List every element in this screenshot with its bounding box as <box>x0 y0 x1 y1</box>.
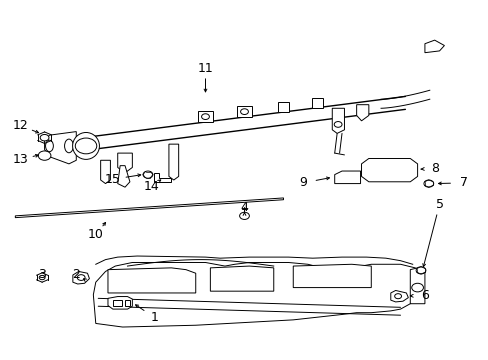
Polygon shape <box>73 271 89 284</box>
Circle shape <box>40 134 49 141</box>
Bar <box>113 301 122 306</box>
Text: 14: 14 <box>143 180 160 193</box>
Ellipse shape <box>45 140 53 152</box>
Text: 3: 3 <box>38 268 46 281</box>
Text: 1: 1 <box>150 311 158 324</box>
Polygon shape <box>361 158 417 182</box>
Polygon shape <box>118 153 132 173</box>
Circle shape <box>411 283 423 292</box>
Polygon shape <box>293 264 370 288</box>
Polygon shape <box>118 166 130 187</box>
Polygon shape <box>15 198 283 218</box>
Polygon shape <box>93 262 422 327</box>
Polygon shape <box>311 98 323 108</box>
Circle shape <box>394 294 401 299</box>
Text: 8: 8 <box>430 162 438 175</box>
Polygon shape <box>424 40 444 53</box>
Text: 5: 5 <box>435 198 443 211</box>
Circle shape <box>143 171 153 178</box>
Polygon shape <box>277 102 289 112</box>
Circle shape <box>423 180 433 187</box>
Polygon shape <box>390 291 407 302</box>
Circle shape <box>77 275 85 280</box>
Polygon shape <box>334 171 360 184</box>
Ellipse shape <box>64 139 73 153</box>
Polygon shape <box>101 160 110 184</box>
Polygon shape <box>356 105 368 121</box>
Circle shape <box>38 151 51 160</box>
Polygon shape <box>108 297 132 309</box>
Text: 13: 13 <box>12 153 28 166</box>
Bar <box>125 301 130 306</box>
Circle shape <box>201 114 209 120</box>
Ellipse shape <box>73 132 99 159</box>
Polygon shape <box>409 268 424 304</box>
Text: 7: 7 <box>459 176 467 189</box>
Circle shape <box>75 138 97 154</box>
Circle shape <box>39 275 45 280</box>
Polygon shape <box>331 108 344 134</box>
Text: 10: 10 <box>88 228 103 241</box>
Circle shape <box>415 267 425 274</box>
Polygon shape <box>44 132 76 164</box>
Text: 4: 4 <box>240 202 248 215</box>
Text: 9: 9 <box>299 176 306 189</box>
Polygon shape <box>154 173 171 182</box>
Polygon shape <box>198 111 212 122</box>
Text: 6: 6 <box>420 289 428 302</box>
Circle shape <box>239 212 249 220</box>
Text: 15: 15 <box>105 173 121 186</box>
Text: 2: 2 <box>72 268 80 281</box>
Circle shape <box>240 109 248 114</box>
Text: 11: 11 <box>197 62 213 75</box>
Text: 12: 12 <box>12 119 28 132</box>
Polygon shape <box>237 106 251 117</box>
Circle shape <box>333 122 341 127</box>
Polygon shape <box>210 266 273 291</box>
Polygon shape <box>108 268 195 293</box>
Polygon shape <box>168 144 178 180</box>
